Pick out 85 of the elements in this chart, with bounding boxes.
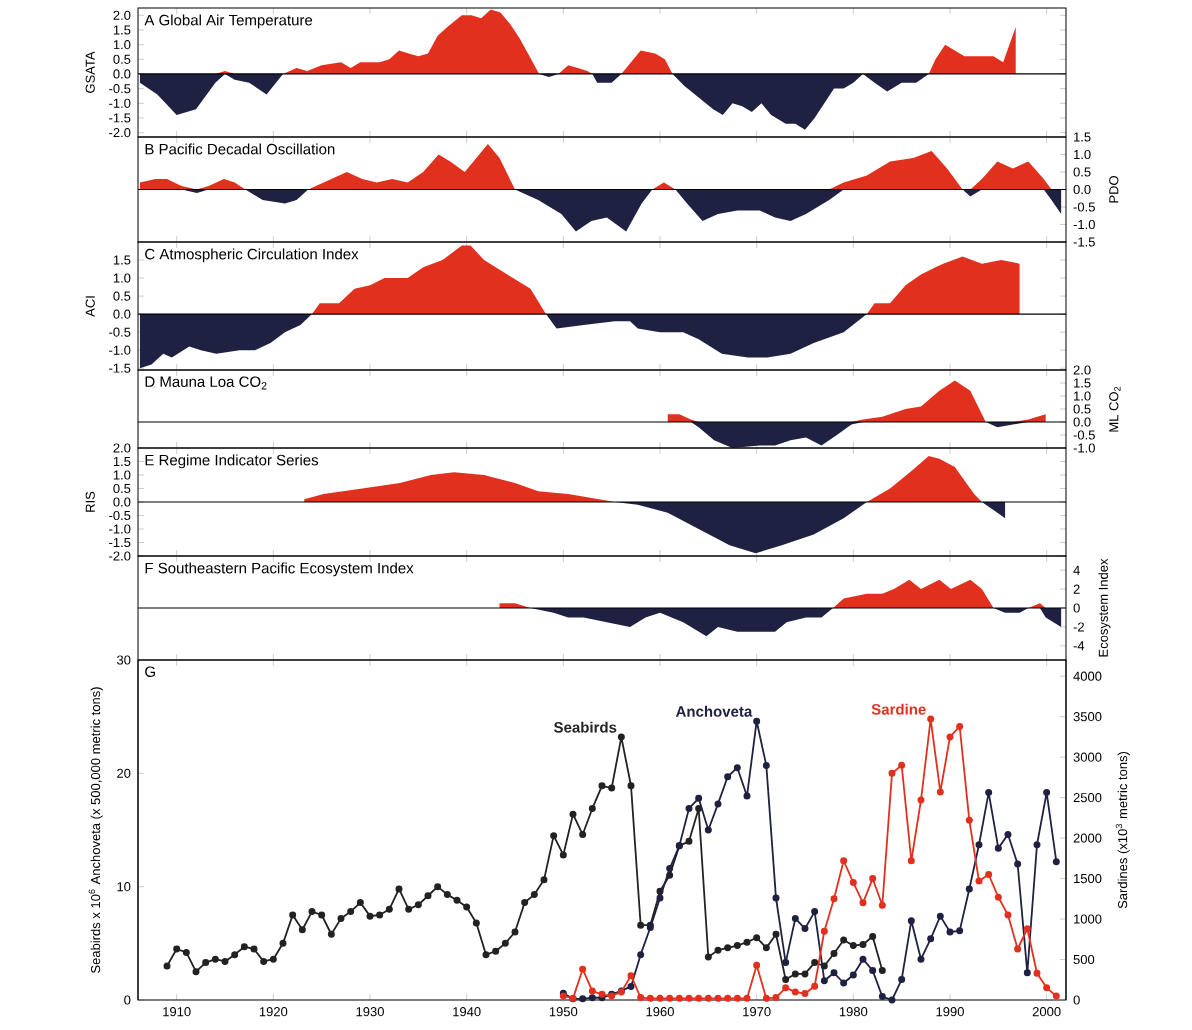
y2-tick-label: -0.5 (1073, 202, 1095, 212)
y2-tick-label: 3500 (1073, 712, 1102, 722)
y2-tick-label: 1500 (1074, 873, 1102, 884)
chart-title: D Mauna Loa CO$_{2}$ (145, 376, 267, 390)
y2-tick-label: 0 (1073, 995, 1080, 1005)
y2-tick-label: 0.0 (1073, 417, 1091, 427)
x-tick-label: 2000 (1032, 1007, 1061, 1017)
x-tick-label: 1920 (259, 1007, 288, 1017)
y2-tick-label: -1.5 (1073, 237, 1095, 247)
y2-tick-label: 0 (1073, 603, 1080, 613)
x-tick-label: 1980 (839, 1007, 868, 1017)
y-tick-label: 30 (116, 655, 131, 665)
y2-tick-label: 1.0 (1074, 391, 1091, 401)
series-label: Seabirds (554, 721, 617, 733)
y2-tick-label: 2.0 (1073, 365, 1091, 375)
y-tick-label: -1.5 (109, 113, 131, 123)
y-tick-label: -1.0 (109, 345, 131, 355)
y-tick-label: 0.5 (113, 54, 131, 64)
y2-axis-title: Ecosystem Index (1098, 558, 1111, 657)
y2-tick-label: -0.5 (1073, 430, 1095, 440)
y-tick-label: 1.0 (113, 470, 131, 480)
y-tick-label: 10 (117, 882, 131, 892)
y2-tick-label: 1.5 (1074, 378, 1091, 388)
y2-axis-title: ML CO$_{2}$ (1109, 386, 1121, 432)
y2-tick-label: 3000 (1073, 752, 1102, 762)
y-tick-label: 2.0 (113, 443, 131, 453)
x-tick-label: 1970 (743, 1007, 771, 1017)
y-tick-label: 0.0 (113, 497, 131, 507)
y-tick-label: -1.5 (109, 363, 131, 373)
y-tick-label: 0 (124, 995, 131, 1005)
y2-tick-label: 1.0 (1074, 149, 1091, 160)
y2-tick-label: 500 (1073, 954, 1095, 965)
y-tick-label: -1.0 (109, 524, 131, 534)
chart-title: F Southeastern Pacific Ecosystem Index (145, 562, 414, 577)
y-tick-label: 1.5 (113, 25, 131, 35)
y2-tick-label: 1.5 (1074, 132, 1091, 142)
y2-tick-label: 0.5 (1073, 404, 1091, 414)
y2-tick-label: 4000 (1073, 671, 1102, 681)
y-tick-label: -0.5 (109, 84, 131, 94)
chart-title: E Regime Indicator Series (145, 454, 319, 469)
y-tick-label: 0.5 (113, 291, 131, 301)
y-tick-label: -0.5 (109, 327, 131, 337)
y2-axis-title: Sardines (x10$^{3}$ metric tons) (1115, 751, 1130, 909)
y-tick-label: -2.0 (109, 128, 131, 138)
x-tick-label: 1930 (356, 1007, 384, 1017)
y2-tick-label: 4 (1073, 565, 1080, 575)
x-tick-label: 1950 (549, 1007, 578, 1017)
y-tick-label: 1.5 (113, 255, 131, 265)
chart-title: B Pacific Decadal Oscillation (145, 143, 335, 155)
y-axis-title: GSATA (85, 51, 95, 93)
y-tick-label: -1.5 (109, 537, 131, 548)
y-tick-label: 1.5 (113, 456, 131, 467)
y-tick-label: 20 (117, 768, 131, 778)
y-tick-label: 2.0 (113, 10, 131, 20)
y2-axis-title: PDO (1109, 176, 1119, 203)
y2-tick-label: -2 (1073, 622, 1084, 632)
y-tick-label: 0.5 (113, 483, 131, 494)
x-tick-label: 1910 (163, 1007, 191, 1017)
x-tick-label: 1960 (646, 1007, 674, 1017)
y2-tick-label: 2500 (1073, 793, 1102, 803)
y-tick-label: -2.0 (109, 551, 131, 561)
y-axis-title: ACI (85, 296, 95, 317)
y2-tick-label: 0.0 (1073, 184, 1091, 195)
y2-tick-label: 2 (1073, 584, 1080, 594)
x-tick-label: 1990 (936, 1007, 964, 1017)
chart-title: G (145, 666, 155, 678)
y-tick-label: 1.0 (113, 40, 131, 50)
y-axis-title: Seabirds x 10$^{6}$ Anchoveta (x 500,000 metric tons) (88, 687, 103, 973)
y2-tick-label: -1.0 (1073, 443, 1095, 453)
y-tick-label: 1.0 (113, 273, 131, 283)
y2-tick-label: 1000 (1074, 914, 1102, 924)
y2-tick-label: 2000 (1073, 833, 1102, 843)
y-tick-label: 0.0 (113, 69, 131, 79)
y2-tick-label: -4 (1073, 641, 1085, 651)
y-tick-label: 0.0 (113, 309, 131, 319)
series-label: Sardine (871, 703, 926, 715)
chart-title: A Global Air Temperature (144, 14, 313, 29)
y-tick-label: -0.5 (109, 510, 131, 521)
x-tick-label: 1940 (453, 1007, 481, 1017)
y-tick-label: -1.0 (109, 98, 131, 108)
series-label: Anchoveta (675, 705, 753, 717)
y2-tick-label: -1.0 (1073, 219, 1095, 230)
y2-tick-label: 0.5 (1073, 167, 1091, 177)
y-axis-title: RIS (85, 491, 95, 512)
chart-title: C Atmospheric Circulation Index (145, 248, 359, 263)
